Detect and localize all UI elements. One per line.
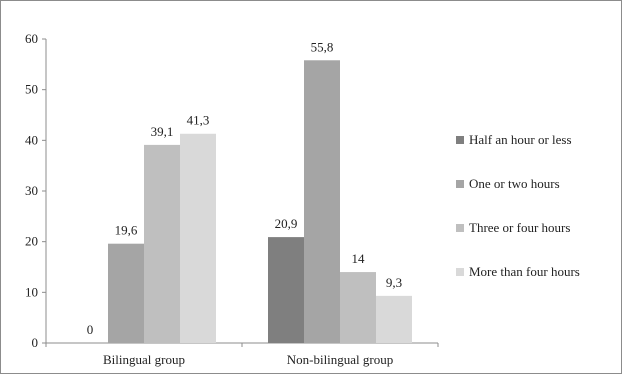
category-label: Bilingual group <box>103 352 185 367</box>
bar <box>268 237 304 343</box>
bar <box>108 243 144 343</box>
legend-label: Three or four hours <box>469 220 570 235</box>
y-tick-label: 40 <box>25 132 38 147</box>
data-label: 9,3 <box>386 275 402 290</box>
y-tick-label: 0 <box>32 335 39 350</box>
y-tick-label: 50 <box>25 82 38 97</box>
y-tick-label: 20 <box>25 234 38 249</box>
y-tick-label: 10 <box>25 284 38 299</box>
data-label: 20,9 <box>275 216 298 231</box>
bar <box>180 133 216 343</box>
legend-label: One or two hours <box>469 176 560 191</box>
category-label: Non-bilingual group <box>287 352 394 367</box>
legend-label: More than four hours <box>469 264 580 279</box>
bar <box>340 272 376 343</box>
bar <box>376 295 412 343</box>
bars <box>108 60 412 343</box>
bar <box>144 144 180 343</box>
legend-swatch <box>456 180 464 188</box>
y-tick-label: 60 <box>25 31 38 46</box>
legend: Half an hour or less One or two hours Thre… <box>456 132 580 279</box>
data-label: 14 <box>352 251 366 266</box>
legend-label: Half an hour or less <box>469 132 572 147</box>
data-label: 39,1 <box>151 124 174 139</box>
data-label: 55,8 <box>311 39 334 54</box>
data-label: 41,3 <box>187 113 210 128</box>
data-label: 0 <box>87 322 94 337</box>
y-tick-label: 30 <box>25 183 38 198</box>
axes: 0 10 20 30 40 50 60 Bilingual group Non-bilingua… <box>25 31 439 367</box>
legend-swatch <box>456 224 464 232</box>
legend-swatch <box>456 136 464 144</box>
data-label: 19,6 <box>115 223 138 238</box>
legend-swatch <box>456 268 464 276</box>
data-labels: 0 19,6 39,1 41,3 20,9 55,8 14 9,3 <box>87 39 402 337</box>
bar <box>304 60 340 343</box>
